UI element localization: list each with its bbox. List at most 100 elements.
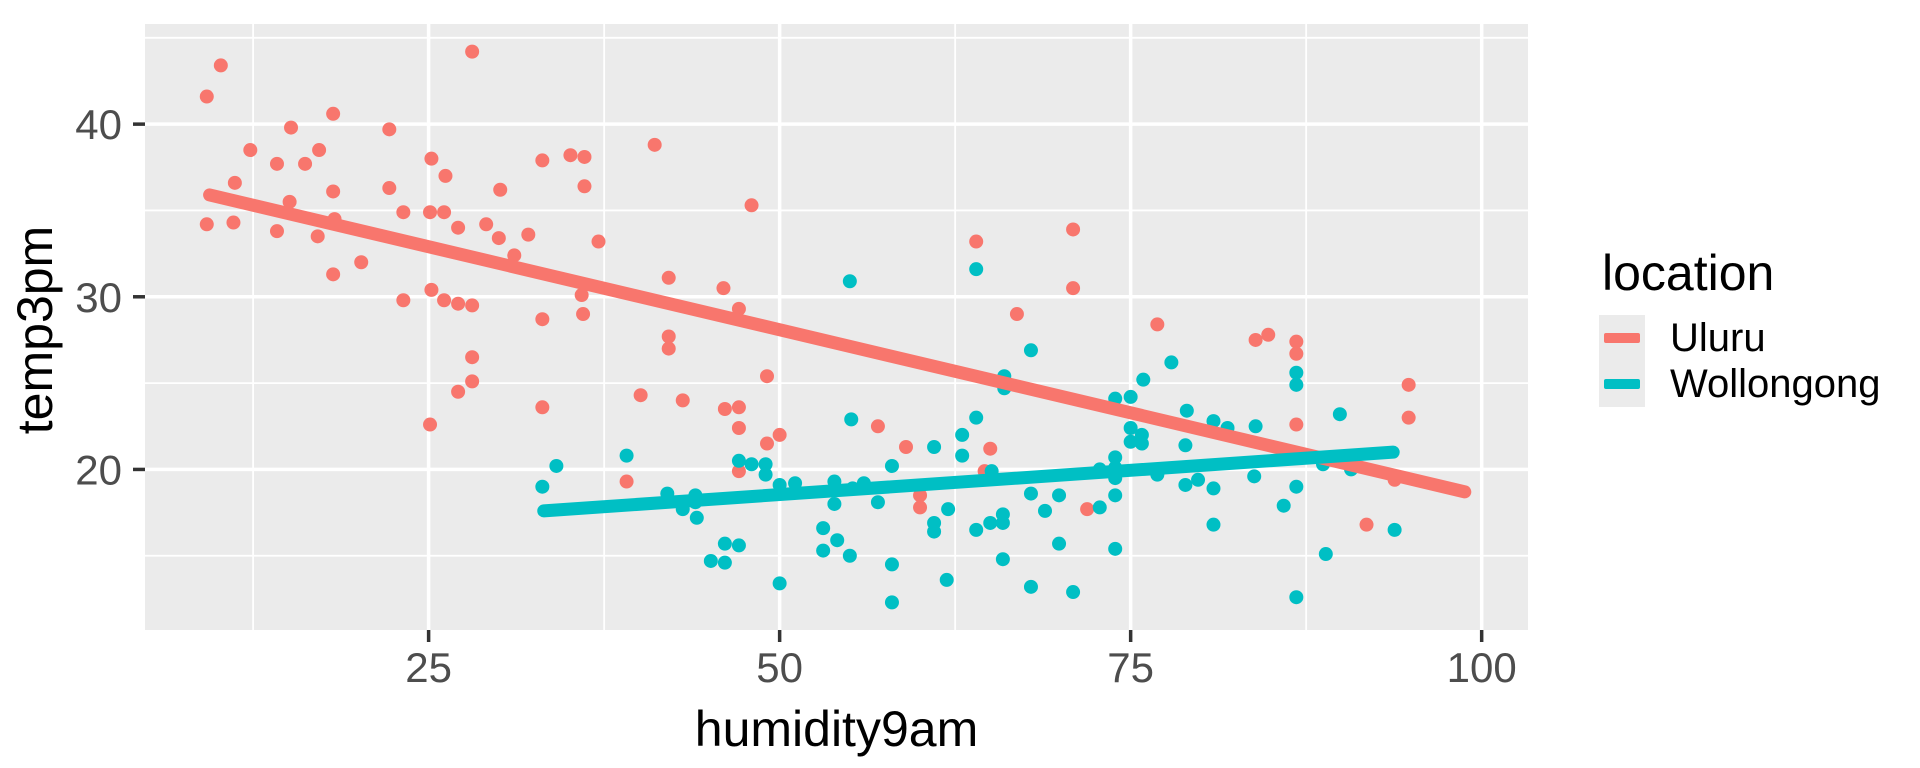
scatter-point-wollongong <box>927 524 942 539</box>
scatter-point-wollongong <box>1066 585 1081 600</box>
scatter-point-uluru <box>199 89 214 104</box>
scatter-point-uluru <box>772 427 787 442</box>
scatter-point-uluru <box>451 296 466 311</box>
scatter-point-wollongong <box>1289 377 1304 392</box>
scatter-point-uluru <box>563 148 578 163</box>
scatter-point-wollongong <box>1178 477 1193 492</box>
scatter-point-uluru <box>969 234 984 249</box>
scatter-point-wollongong <box>1108 488 1123 503</box>
scatter-point-uluru <box>382 181 397 196</box>
scatter-point-uluru <box>899 439 914 454</box>
legend-title: location <box>1602 245 1775 301</box>
scatter-point-wollongong <box>995 552 1010 567</box>
scatter-point-wollongong <box>1038 503 1053 518</box>
scatter-point-uluru <box>326 106 341 121</box>
scatter-point-uluru <box>1359 517 1374 532</box>
scatter-point-wollongong <box>1092 500 1107 515</box>
scatter-point-wollongong <box>689 510 704 525</box>
scatter-point-uluru <box>326 184 341 199</box>
legend-label-uluru: Uluru <box>1670 316 1766 360</box>
legend-item-uluru: Uluru <box>1599 315 1909 361</box>
scatter-point-uluru <box>465 298 480 313</box>
scatter-point-uluru <box>1066 222 1081 237</box>
scatter-point-uluru <box>521 227 536 242</box>
scatter-point-uluru <box>243 143 258 158</box>
scatter-point-uluru <box>493 182 508 197</box>
scatter-point-uluru <box>717 402 732 417</box>
scatter-point-uluru <box>731 400 746 415</box>
scatter-point-uluru <box>479 217 494 232</box>
scatter-point-wollongong <box>1206 517 1221 532</box>
scatter-point-wollongong <box>619 448 634 463</box>
scatter-point-uluru <box>438 168 453 183</box>
scatter-point-wollongong <box>731 453 746 468</box>
scatter-point-uluru <box>577 179 592 194</box>
scatter-point-wollongong <box>927 439 942 454</box>
scatter-point-wollongong <box>955 427 970 442</box>
scatter-point-uluru <box>269 156 284 171</box>
x-axis-title: humidity9am <box>694 701 979 757</box>
scatter-point-uluru <box>731 464 746 479</box>
scatter-point-uluru <box>423 205 438 220</box>
wollongong-key-line-icon <box>1604 379 1640 389</box>
scatter-point-uluru <box>227 175 242 190</box>
scatter-point-wollongong <box>549 458 564 473</box>
scatter-point-wollongong <box>1191 472 1206 487</box>
scatter-point-uluru <box>1401 410 1416 425</box>
scatter-point-wollongong <box>703 553 718 568</box>
scatter-point-uluru <box>983 441 998 456</box>
scatter-point-wollongong <box>1248 419 1263 434</box>
scatter-point-wollongong <box>717 555 732 570</box>
scatter-point-uluru <box>913 488 928 503</box>
y-tick-label: 40 <box>75 101 122 148</box>
scatter-point-wollongong <box>1108 541 1123 556</box>
scatter-point-wollongong <box>1123 389 1138 404</box>
scatter-point-wollongong <box>884 458 899 473</box>
scatter-point-uluru <box>213 58 228 73</box>
scatter-point-wollongong <box>1179 403 1194 418</box>
scatter-point-uluru <box>591 234 606 249</box>
scatter-point-uluru <box>535 153 550 168</box>
scatter-point-wollongong <box>1332 407 1347 422</box>
scatter-point-uluru <box>354 255 369 270</box>
scatter-point-uluru <box>661 329 676 344</box>
scatter-point-uluru <box>396 205 411 220</box>
scatter-point-uluru <box>282 194 297 209</box>
scatter-point-uluru <box>226 215 241 230</box>
scatter-point-uluru <box>576 307 591 322</box>
scatter-point-wollongong <box>1023 579 1038 594</box>
scatter-point-wollongong <box>758 457 773 472</box>
x-tick-label: 100 <box>1447 644 1517 691</box>
scatter-point-wollongong <box>1178 438 1193 453</box>
scatter-point-wollongong <box>842 274 857 289</box>
scatter-point-uluru <box>1150 317 1165 332</box>
scatter-point-wollongong <box>983 515 998 530</box>
scatter-point-wollongong <box>1164 355 1179 370</box>
scatter-point-wollongong <box>969 262 984 277</box>
scatter-point-wollongong <box>955 448 970 463</box>
scatter-point-wollongong <box>941 502 956 517</box>
scatter-point-wollongong <box>1023 486 1038 501</box>
scatter-point-uluru <box>1289 346 1304 361</box>
scatter-point-wollongong <box>844 412 859 427</box>
scatter-point-wollongong <box>744 457 759 472</box>
scatter-point-uluru <box>451 220 466 235</box>
scatter-point-wollongong <box>1289 365 1304 380</box>
scatter-point-wollongong <box>1247 469 1262 484</box>
x-tick-label: 50 <box>756 644 803 691</box>
trend-line-uluru <box>203 188 1472 499</box>
scatter-point-uluru <box>619 474 634 489</box>
scatter-point-uluru <box>199 217 214 232</box>
scatter-point-uluru <box>424 151 439 166</box>
scatter-point-uluru <box>744 198 759 213</box>
scatter-point-wollongong <box>1206 481 1221 496</box>
scatter-point-wollongong <box>1023 343 1038 358</box>
scatter-point-wollongong <box>1134 436 1149 451</box>
scatter-point-uluru <box>1248 332 1263 347</box>
scatter-point-uluru <box>731 301 746 316</box>
scatter-point-wollongong <box>1289 479 1304 494</box>
scatter-point-uluru <box>507 248 522 263</box>
scatter-point-uluru <box>1401 377 1416 392</box>
